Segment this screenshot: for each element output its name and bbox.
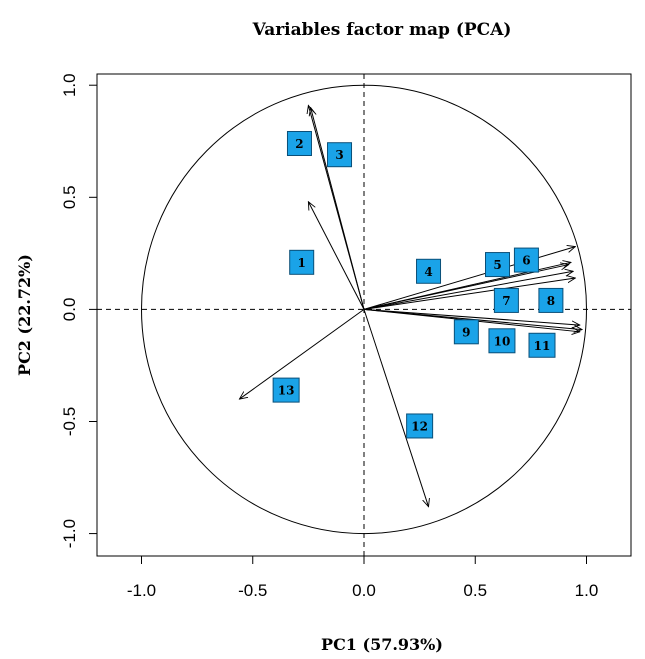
variable-label-box xyxy=(327,142,353,168)
variable-label-text: 4 xyxy=(424,265,432,279)
variable-arrow-13 xyxy=(239,308,365,399)
variable-label-9: 9 xyxy=(453,319,479,345)
variable-label-box xyxy=(485,252,510,278)
variable-arrow-9 xyxy=(363,308,580,325)
variable-label-box xyxy=(416,258,442,284)
x-tick-label: 1.0 xyxy=(575,581,599,600)
variable-arrow-6 xyxy=(363,247,575,310)
y-tick-label: -1.0 xyxy=(60,519,79,548)
variable-arrow-1 xyxy=(308,202,365,310)
chart-title: Variables factor map (PCA) xyxy=(252,20,512,40)
x-tick-label: -0.5 xyxy=(238,581,267,600)
x-axis-label: PC1 (57.93%) xyxy=(321,635,443,654)
x-tick-label: -1.0 xyxy=(127,581,156,600)
variable-label-text: 8 xyxy=(547,294,555,308)
variable-arrow-3 xyxy=(311,108,365,310)
variable-label-box xyxy=(528,332,556,358)
variable-label-text: 11 xyxy=(534,339,551,353)
y-tick-label: 1.0 xyxy=(60,73,79,97)
variable-label-box xyxy=(286,130,312,156)
variable-label-text: 10 xyxy=(494,334,511,348)
variable-label-text: 6 xyxy=(522,254,530,268)
y-tick-label: -0.5 xyxy=(60,407,79,436)
variable-label-2: 2 xyxy=(286,130,312,156)
variable-label-7: 7 xyxy=(493,287,519,313)
variable-label-box xyxy=(289,249,315,275)
variable-label-text: 12 xyxy=(411,419,428,433)
variable-label-11: 11 xyxy=(528,332,556,358)
variable-label-3: 3 xyxy=(327,142,353,168)
variable-arrow-12 xyxy=(363,309,429,506)
y-tick-label: 0.0 xyxy=(60,298,79,322)
variable-label-text: 7 xyxy=(502,294,510,308)
variable-label-5: 5 xyxy=(485,252,510,278)
variable-label-text: 13 xyxy=(278,384,295,398)
variable-label-8: 8 xyxy=(538,287,564,313)
variable-label-box xyxy=(406,413,434,439)
variable-label-text: 9 xyxy=(462,325,470,339)
variable-label-10: 10 xyxy=(488,328,516,354)
variable-label-box xyxy=(272,377,300,403)
variable-label-6: 6 xyxy=(513,247,539,273)
variable-label-box xyxy=(493,287,519,313)
y-axis-label: PC2 (22.72%) xyxy=(15,254,34,376)
variable-label-13: 13 xyxy=(272,377,300,403)
variable-label-text: 3 xyxy=(335,148,343,162)
y-tick-label: 0.5 xyxy=(60,185,79,209)
variable-label-text: 2 xyxy=(295,137,303,151)
variable-label-text: 1 xyxy=(298,256,306,270)
variable-label-4: 4 xyxy=(416,258,442,284)
variable-label-box xyxy=(488,328,516,354)
variable-label-box xyxy=(453,319,479,345)
variable-label-box xyxy=(513,247,539,273)
x-tick-label: 0.0 xyxy=(352,581,376,600)
variable-arrow-7 xyxy=(363,271,573,310)
variable-label-box xyxy=(538,287,564,313)
variable-arrow-8 xyxy=(363,278,575,310)
variable-label-text: 5 xyxy=(493,258,501,272)
variable-label-1: 1 xyxy=(289,249,315,275)
variable-label-12: 12 xyxy=(406,413,434,439)
x-tick-label: 0.5 xyxy=(463,581,487,600)
